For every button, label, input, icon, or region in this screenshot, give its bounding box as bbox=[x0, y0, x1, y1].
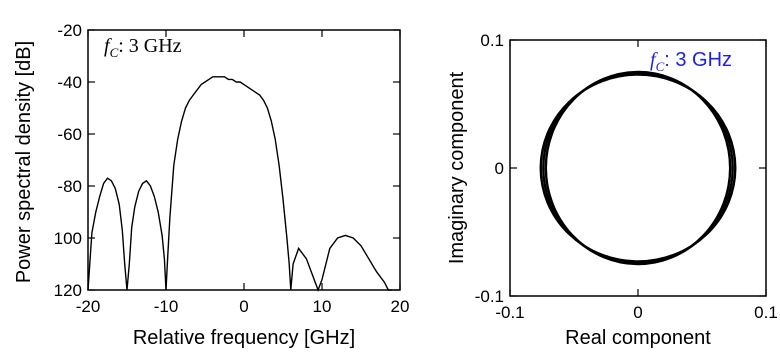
spectrum-y-tick-label: -40 bbox=[57, 73, 82, 92]
constellation-annotation: fC: 3 GHz bbox=[650, 49, 732, 74]
spectrum-x-axis-label: Relative frequency [GHz] bbox=[133, 327, 355, 349]
spectrum-x-tick-label: 0 bbox=[239, 297, 248, 316]
spectrum-chart: -20 -10 0 10 20 -20 -40 -60 -80 100 120 Relative … bbox=[13, 21, 409, 349]
spectrum-y-axis-label: Power spectral density [dB] bbox=[13, 41, 35, 283]
constellation-y-tick-label: -0.1 bbox=[475, 287, 504, 306]
constellation-chart: -0.1 0 0.1 0.1 0 -0.1 Real component Imagina… bbox=[446, 31, 778, 349]
constellation-trace-3 bbox=[544, 70, 732, 266]
constellation-y-tick-label: 0.1 bbox=[480, 31, 504, 50]
spectrum-series-line bbox=[87, 76, 393, 292]
spectrum-x-tick-label: -10 bbox=[154, 297, 179, 316]
constellation-x-tick-label: 0 bbox=[633, 303, 642, 322]
spectrum-x-tick-label: 10 bbox=[313, 297, 332, 316]
constellation-y-axis-label: Imaginary component bbox=[446, 71, 468, 264]
constellation-plot-frame bbox=[509, 39, 767, 297]
spectrum-annotation: fC: 3 GHz bbox=[104, 35, 182, 60]
spectrum-x-tick-label: 20 bbox=[391, 297, 410, 316]
spectrum-x-tick-label: -20 bbox=[76, 297, 101, 316]
constellation-x-tick-label: 0.1 bbox=[754, 303, 778, 322]
spectrum-y-tick-label: 100 bbox=[54, 229, 82, 248]
spectrum-y-tick-label: -60 bbox=[57, 125, 82, 144]
constellation-trace-2 bbox=[539, 73, 737, 263]
spectrum-y-tick-label: 120 bbox=[54, 281, 82, 300]
spectrum-y-tick-label: -80 bbox=[57, 177, 82, 196]
constellation-trace-1 bbox=[542, 72, 734, 264]
spectrum-plot-frame bbox=[87, 29, 401, 291]
spectrum-y-tick-label: -20 bbox=[57, 21, 82, 40]
constellation-x-axis-label: Real component bbox=[565, 327, 711, 349]
constellation-x-tick-label: -0.1 bbox=[495, 303, 524, 322]
constellation-y-tick-label: 0 bbox=[495, 159, 504, 178]
